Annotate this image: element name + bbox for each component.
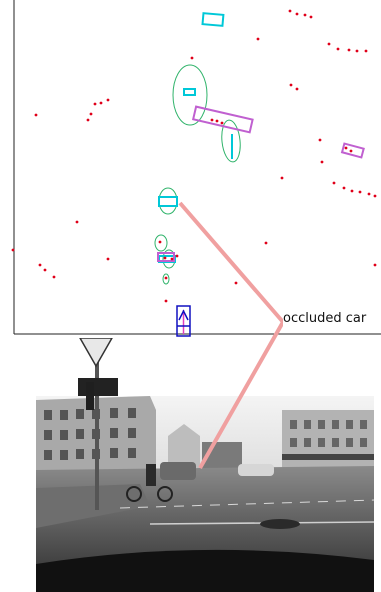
landmark-point <box>336 47 340 51</box>
landmark-point <box>309 15 313 19</box>
landmark-point <box>289 83 293 87</box>
landmark-point <box>358 190 362 194</box>
landmark-point <box>256 37 260 41</box>
birds-eye-map <box>11 0 381 337</box>
landmark-point <box>106 257 110 261</box>
uncertainty-ellipse <box>221 119 241 163</box>
uncertainty-ellipses <box>154 64 241 285</box>
trees <box>202 442 242 468</box>
ego-vehicle-icon <box>176 305 191 337</box>
landmark-point <box>264 241 268 245</box>
landmark-point <box>373 194 377 198</box>
landmark-point <box>52 275 56 279</box>
landmark-point <box>43 268 47 272</box>
sidewalk <box>36 484 150 528</box>
uncertainty-ellipse <box>172 64 208 126</box>
landmark-point <box>288 9 292 13</box>
yield-sign <box>79 338 113 368</box>
landmark-point <box>364 49 368 53</box>
building-right <box>282 410 374 472</box>
landmark-point <box>210 118 214 122</box>
landmark-point <box>367 192 371 196</box>
detection-box <box>191 105 254 134</box>
detection-box <box>340 142 365 159</box>
landmark-points <box>11 9 377 303</box>
landmark-point <box>38 263 42 267</box>
uncertainty-ellipse <box>154 234 168 252</box>
landmark-point <box>280 176 284 180</box>
uncertainty-ellipse <box>162 273 170 285</box>
occluded-car-label: occluded car <box>283 311 367 327</box>
landmark-point <box>86 118 90 122</box>
detections <box>157 105 365 262</box>
landmark-point <box>75 220 79 224</box>
sign-pole <box>95 358 99 510</box>
landmark-point <box>89 112 93 116</box>
landmark-point <box>106 98 110 102</box>
landmark-point <box>318 138 322 142</box>
landmark-point <box>170 257 174 261</box>
car <box>238 464 274 476</box>
tracked-object-box <box>183 88 196 96</box>
landmark-point <box>234 281 238 285</box>
landmark-point <box>164 276 168 280</box>
detection-box <box>157 252 175 262</box>
landmark-point <box>93 102 97 106</box>
tracked-object-box <box>158 196 178 207</box>
bicycle-wheel <box>126 486 142 502</box>
cyclist <box>146 464 156 486</box>
landmark-point <box>175 254 179 258</box>
landmark-point <box>373 263 377 267</box>
landmark-point <box>11 248 15 252</box>
landmark-point <box>158 240 162 244</box>
landmark-point <box>344 146 348 150</box>
landmark-point <box>347 48 351 52</box>
landmark-point <box>342 186 346 190</box>
landmark-point <box>163 256 167 260</box>
landmark-point <box>220 121 224 125</box>
landmark-point <box>215 119 219 123</box>
tracked-objects <box>158 12 233 263</box>
landmark-point <box>332 181 336 185</box>
landmark-point <box>327 42 331 46</box>
landmark-point <box>320 160 324 164</box>
landmark-point <box>295 87 299 91</box>
camera-view-image <box>36 338 375 592</box>
landmark-point <box>99 101 103 105</box>
dashboard <box>36 549 374 592</box>
bicycle-wheel <box>157 486 173 502</box>
traffic-light <box>78 378 118 396</box>
landmark-point <box>164 299 168 303</box>
landmark-point <box>350 189 354 193</box>
landmark-point <box>303 13 307 17</box>
landmark-point <box>295 12 299 16</box>
landmark-point <box>34 113 38 117</box>
uncertainty-ellipse <box>158 187 178 215</box>
tracked-object-box <box>201 12 225 27</box>
landmark-point <box>355 49 359 53</box>
landmark-point <box>190 56 194 60</box>
car <box>160 462 196 480</box>
landmark-point <box>349 149 353 153</box>
